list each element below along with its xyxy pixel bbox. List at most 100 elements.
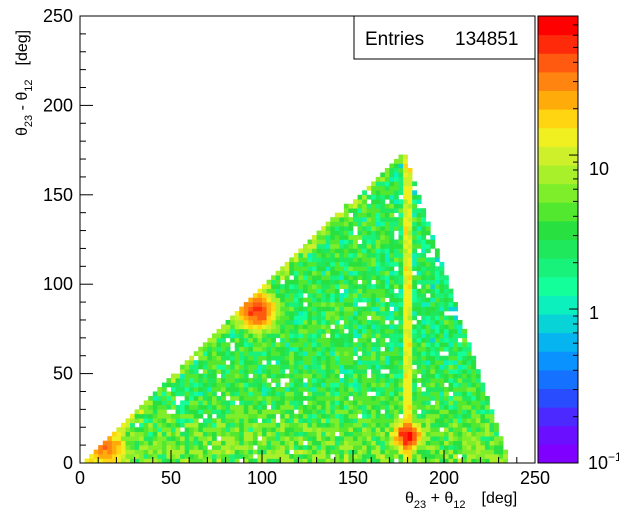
heatmap-cell bbox=[366, 422, 372, 428]
heatmap-cell bbox=[316, 445, 322, 450]
heatmap-cell bbox=[425, 288, 431, 294]
heatmap-cell bbox=[348, 270, 354, 276]
heatmap-cell bbox=[393, 194, 399, 200]
heatmap-cell bbox=[343, 284, 349, 289]
heatmap-cell bbox=[157, 458, 163, 464]
heatmap-cell bbox=[184, 382, 190, 388]
heatmap-cell bbox=[444, 355, 449, 361]
heatmap-cell bbox=[202, 373, 208, 379]
heatmap-cell bbox=[252, 404, 258, 410]
heatmap-cell bbox=[412, 266, 417, 272]
heatmap-cell bbox=[271, 431, 276, 437]
heatmap-cell bbox=[416, 333, 422, 339]
heatmap-cell bbox=[330, 387, 336, 392]
heatmap-cell bbox=[312, 387, 317, 392]
heatmap-cell bbox=[271, 418, 276, 424]
palette-bin bbox=[538, 165, 578, 185]
heatmap-cell bbox=[266, 284, 272, 289]
heatmap-cell bbox=[448, 400, 454, 406]
heatmap-cell bbox=[357, 199, 363, 205]
heatmap-cell bbox=[398, 270, 404, 276]
heatmap-cell bbox=[371, 427, 377, 433]
heatmap-cell bbox=[321, 404, 326, 410]
heatmap-cell bbox=[316, 342, 322, 348]
heatmap-cell bbox=[207, 440, 213, 446]
axis-ticks bbox=[79, 15, 536, 464]
heatmap-cell bbox=[362, 199, 367, 205]
heatmap-cell bbox=[189, 422, 195, 428]
heatmap-cell bbox=[453, 431, 458, 437]
heatmap-cell bbox=[421, 355, 427, 361]
heatmap-cell bbox=[139, 431, 144, 437]
heatmap-cell bbox=[407, 355, 413, 361]
heatmap-cell bbox=[262, 315, 267, 321]
heatmap-cell bbox=[252, 364, 258, 370]
stats-box: Entries 134851 bbox=[353, 15, 536, 60]
heatmap-cell bbox=[130, 413, 135, 419]
heatmap-cell bbox=[448, 297, 454, 303]
heatmap-cell bbox=[362, 445, 367, 450]
heatmap-cell bbox=[216, 400, 222, 406]
heatmap-cell bbox=[284, 342, 290, 348]
heatmap-cell bbox=[307, 427, 313, 433]
heatmap-cell bbox=[321, 306, 326, 312]
heatmap-cell bbox=[457, 404, 463, 410]
heatmap-cell bbox=[252, 391, 258, 397]
heatmap-cell bbox=[371, 302, 377, 307]
heatmap-cell bbox=[384, 230, 390, 236]
heatmap-cell bbox=[234, 418, 240, 424]
heatmap-cell bbox=[439, 413, 445, 419]
heatmap-cell bbox=[343, 378, 349, 383]
heatmap-cell bbox=[471, 369, 477, 374]
heatmap-cell bbox=[211, 378, 217, 383]
heatmap-cell bbox=[289, 319, 295, 325]
heatmap-cell bbox=[325, 257, 331, 263]
heatmap-cell bbox=[252, 440, 258, 446]
heatmap-cell bbox=[371, 409, 377, 415]
heatmap-cell bbox=[302, 324, 308, 330]
heatmap-cell bbox=[434, 418, 440, 424]
heatmap-cell bbox=[152, 431, 158, 437]
heatmap-cell bbox=[343, 413, 349, 419]
heatmap-cell bbox=[211, 436, 217, 441]
heatmap-cell bbox=[334, 243, 340, 249]
heatmap-cell bbox=[448, 360, 454, 365]
heatmap-cell bbox=[116, 458, 122, 464]
heatmap-cell bbox=[403, 261, 408, 267]
heatmap-cell bbox=[357, 297, 363, 303]
heatmap-cell bbox=[325, 364, 331, 370]
heatmap-cell bbox=[371, 293, 377, 298]
heatmap-cell bbox=[357, 261, 363, 267]
heatmap-cell bbox=[403, 373, 408, 379]
heatmap-cell bbox=[475, 382, 481, 388]
heatmap-cell bbox=[339, 422, 345, 428]
heatmap-cell bbox=[389, 311, 395, 316]
heatmap-cell bbox=[348, 319, 354, 325]
heatmap-cell bbox=[184, 454, 190, 459]
heatmap-cell bbox=[339, 409, 345, 415]
heatmap-cell bbox=[266, 458, 272, 464]
heatmap-cell bbox=[198, 458, 204, 464]
heatmap-cell bbox=[307, 266, 313, 272]
heatmap-cell bbox=[262, 382, 267, 388]
heatmap-cell bbox=[348, 266, 354, 272]
heatmap-cell bbox=[171, 400, 176, 406]
heatmap-cell bbox=[453, 418, 458, 424]
heatmap-cell bbox=[325, 243, 331, 249]
heatmap-cell bbox=[416, 400, 422, 406]
heatmap-cell bbox=[362, 266, 367, 272]
heatmap-cell bbox=[398, 306, 404, 312]
heatmap-cell bbox=[430, 266, 436, 272]
palette-bin bbox=[538, 276, 578, 296]
heatmap-cell bbox=[375, 360, 381, 365]
heatmap-cell bbox=[339, 212, 345, 218]
heatmap-cell bbox=[175, 413, 181, 419]
heatmap-cell bbox=[457, 346, 463, 352]
heatmap-cell bbox=[393, 346, 399, 352]
heatmap-cell bbox=[339, 221, 345, 227]
heatmap-cell bbox=[398, 400, 404, 406]
heatmap-cell bbox=[302, 243, 308, 249]
heatmap-cell bbox=[325, 436, 331, 441]
heatmap-cell bbox=[339, 337, 345, 343]
heatmap-cell bbox=[275, 351, 281, 357]
